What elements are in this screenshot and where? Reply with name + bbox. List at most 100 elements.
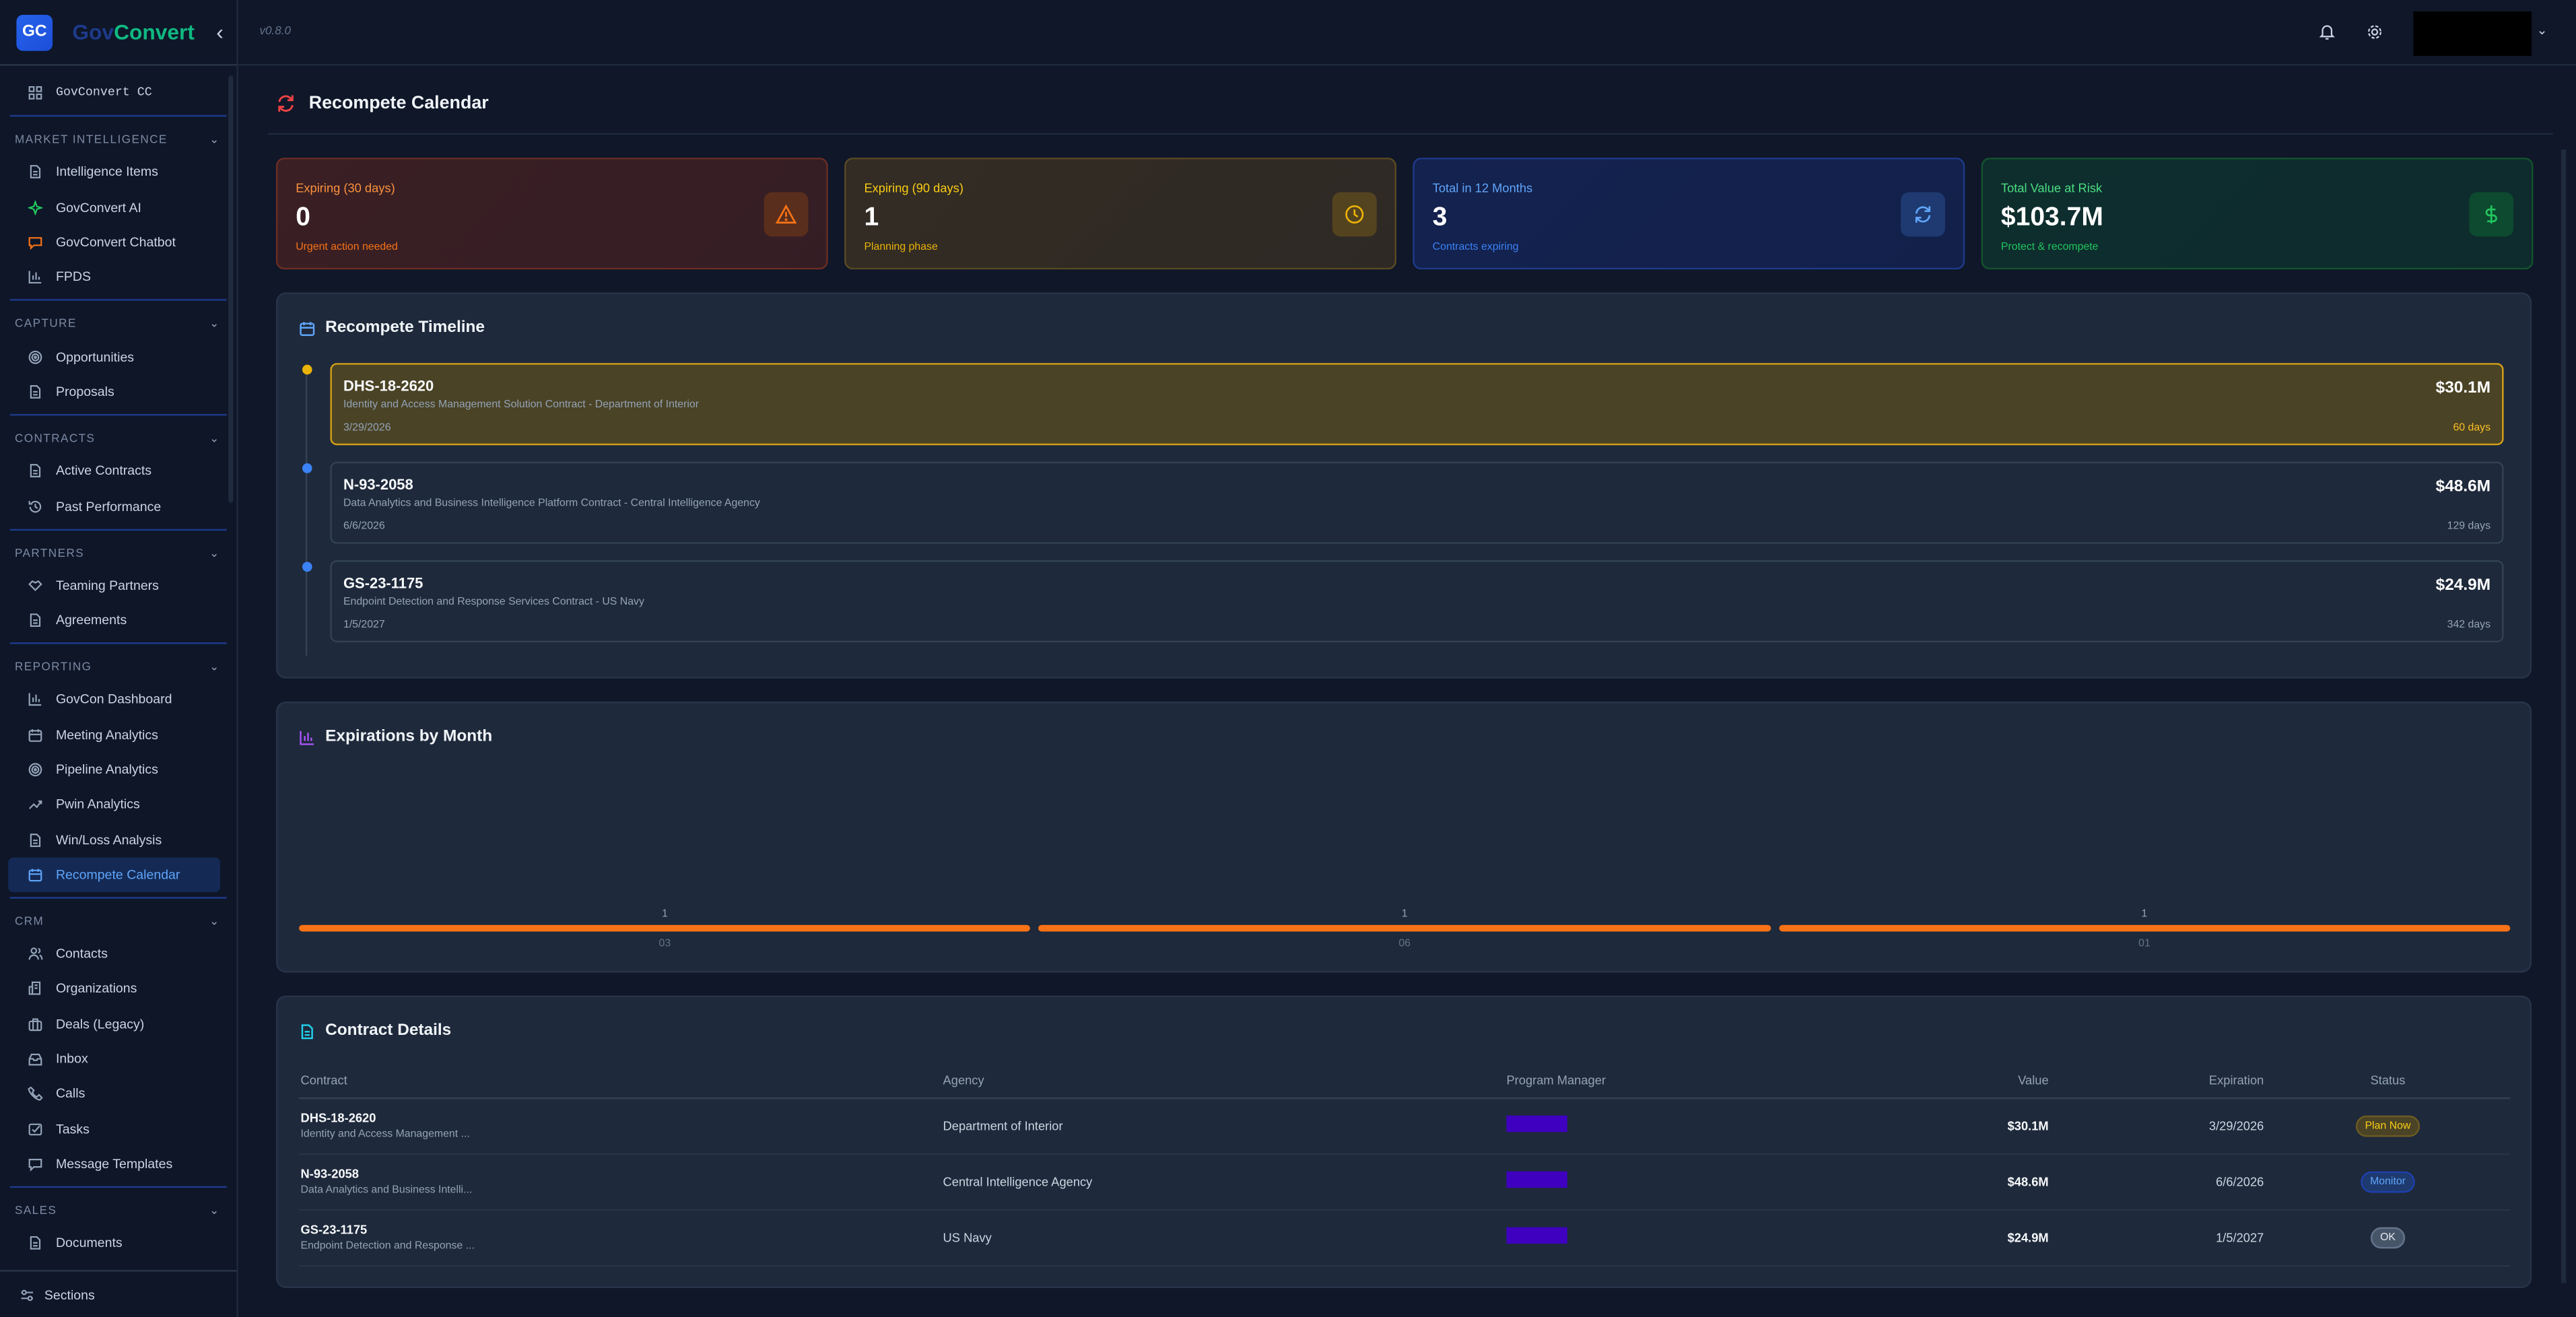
sidebar-item-inbox[interactable]: Inbox	[8, 1042, 220, 1077]
sidebar-item-message-templates[interactable]: Message Templates	[8, 1147, 220, 1182]
stat-card-total-value-at-risk: Total Value at Risk $103.7M Protect & re…	[1981, 158, 2534, 270]
trending-up-icon	[28, 801, 42, 810]
sidebar-item-opportunities[interactable]: Opportunities	[8, 339, 220, 374]
sidebar-item-agreements[interactable]: Agreements	[8, 603, 220, 638]
col-contract[interactable]: Contract	[299, 1062, 942, 1099]
col-status[interactable]: Status	[2265, 1062, 2511, 1099]
logo[interactable]: GC	[16, 13, 53, 50]
contract-description: Endpoint Detection and Response Services…	[343, 596, 644, 608]
col-expiration[interactable]: Expiration	[2050, 1062, 2266, 1099]
days-remaining: 342 days	[2447, 619, 2491, 631]
program-manager-redacted	[1506, 1171, 1567, 1188]
expiration: 1/5/2027	[2050, 1209, 2266, 1267]
sidebar-item-label: Past Performance	[55, 498, 162, 514]
panel-title: Expirations by Month	[299, 728, 492, 746]
sidebar-item-label: Meeting Analytics	[55, 727, 158, 743]
sections-button[interactable]: Sections	[0, 1270, 237, 1317]
table-row[interactable]: GS-23-1175 Endpoint Detection and Respons…	[299, 1209, 2511, 1267]
table-title: Contract Details	[325, 1021, 452, 1040]
sidebar-item-label: Teaming Partners	[55, 578, 159, 593]
sidebar-section-market-intelligence[interactable]: MARKET INTELLIGENCE ⌄	[0, 117, 236, 155]
table-row[interactable]: DHS-18-2620 Identity and Access Managemen…	[299, 1097, 2511, 1155]
sidebar-item-calls[interactable]: Calls	[8, 1077, 220, 1112]
sidebar-item-govcon-dashboard[interactable]: GovCon Dashboard	[8, 682, 220, 717]
sidebar-section-partners[interactable]: PARTNERS ⌄	[0, 530, 236, 568]
sidebar-item-fpds[interactable]: FPDS	[8, 260, 220, 295]
bar-chart-icon	[28, 694, 42, 707]
stat-value: 3	[1432, 203, 1448, 232]
sidebar: GC GovConvert ‹ GovConvert CC MARKET INT…	[0, 0, 238, 1317]
sidebar-item-pipeline-analytics[interactable]: Pipeline Analytics	[8, 752, 220, 787]
sidebar-item-label: GovConvert CC	[55, 86, 152, 100]
contract-id: DHS-18-2620	[300, 1110, 376, 1126]
sidebar-item-govconvert-cc[interactable]: GovConvert CC	[8, 75, 220, 110]
sidebar-item-meeting-analytics[interactable]: Meeting Analytics	[8, 717, 220, 752]
x-tick-label: 01	[2138, 938, 2150, 950]
sidebar-nav: GovConvert CC MARKET INTELLIGENCE ⌄ Intell…	[0, 66, 236, 1261]
sidebar-item-recompete-calendar[interactable]: Recompete Calendar	[8, 857, 220, 893]
timeline-item[interactable]: N-93-2058 Data Analytics and Business In…	[330, 461, 2504, 544]
col-program-manager[interactable]: Program Manager	[1505, 1062, 1916, 1099]
bar[interactable]	[299, 924, 1031, 932]
sidebar-item-tasks[interactable]: Tasks	[8, 1112, 220, 1147]
chevron-down-icon: ⌄	[209, 662, 220, 675]
sidebar-item-pwin-analytics[interactable]: Pwin Analytics	[8, 787, 220, 822]
brand-part1: Gov	[72, 20, 114, 44]
sidebar-item-deals-legacy[interactable]: Deals (Legacy)	[8, 1007, 220, 1042]
sidebar-item-organizations[interactable]: Organizations	[8, 972, 220, 1007]
timeline-item[interactable]: GS-23-1175 Endpoint Detection and Respon…	[330, 560, 2504, 643]
timeline-item[interactable]: DHS-18-2620 Identity and Access Manageme…	[330, 363, 2504, 446]
sidebar-item-documents[interactable]: Documents	[8, 1226, 220, 1261]
sidebar-item-proposals[interactable]: Proposals	[8, 374, 220, 409]
collapse-sidebar-chevron-left-icon[interactable]: ‹	[216, 20, 224, 44]
message-icon	[28, 1158, 42, 1172]
chevron-down-icon: ⌄	[209, 1206, 220, 1218]
contract-id: GS-23-1175	[300, 1222, 368, 1238]
contract-value: $48.6M	[2435, 478, 2491, 496]
sidebar-section-contracts[interactable]: CONTRACTS ⌄	[0, 416, 236, 454]
sidebar-divider	[9, 642, 227, 645]
expiration: 3/29/2026	[2050, 1097, 2266, 1155]
sidebar-item-past-performance[interactable]: Past Performance	[8, 489, 220, 524]
contract-description: Identity and Access Management Solution …	[343, 399, 700, 411]
sidebar-item-win-loss-analysis[interactable]: Win/Loss Analysis	[8, 822, 220, 857]
col-agency[interactable]: Agency	[941, 1062, 1505, 1099]
recompete-timeline-panel: Recompete Timeline DHS-18-2620 Identity …	[275, 292, 2532, 679]
section-title: CRM	[14, 916, 44, 928]
bar[interactable]	[1778, 924, 2511, 932]
col-value[interactable]: Value	[1916, 1062, 2051, 1099]
stat-value: $103.7M	[2000, 203, 2103, 232]
sidebar-section-sales[interactable]: SALES ⌄	[0, 1188, 236, 1225]
handshake-icon	[28, 580, 42, 591]
stat-card-expiring-30-days: Expiring (30 days) 0 Urgent action neede…	[275, 158, 828, 270]
document-icon	[30, 1236, 41, 1250]
sidebar-item-contacts[interactable]: Contacts	[8, 937, 220, 972]
document-icon	[30, 166, 41, 179]
sidebar-item-govconvert-ai[interactable]: GovConvert AI	[8, 190, 220, 225]
sidebar-item-label: Contacts	[55, 946, 108, 961]
value: $30.1M	[1916, 1097, 2051, 1155]
sidebar-section-crm[interactable]: CRM ⌄	[0, 899, 236, 937]
bar-chart-icon	[28, 271, 42, 284]
table-row[interactable]: N-93-2058 Data Analytics and Business Int…	[299, 1153, 2511, 1211]
top-bar: v0.8.0 ⌄	[238, 0, 2576, 66]
sidebar-item-intelligence-items[interactable]: Intelligence Items	[8, 155, 220, 190]
sidebar-item-govconvert-chatbot[interactable]: GovConvert Chatbot	[8, 225, 220, 260]
sidebar-item-active-contracts[interactable]: Active Contracts	[8, 454, 220, 489]
bell-icon[interactable]	[2318, 23, 2336, 41]
expiration-date: 6/6/2026	[343, 520, 385, 533]
sidebar-divider	[9, 1186, 227, 1188]
gear-icon[interactable]	[2366, 23, 2384, 41]
user-menu-chevron-down-icon[interactable]: ⌄	[2536, 23, 2548, 38]
briefcase-icon	[28, 1018, 42, 1031]
sidebar-scrollbar[interactable]	[228, 75, 234, 503]
phone-icon	[28, 1087, 43, 1102]
user-avatar[interactable]	[2413, 11, 2532, 56]
sidebar-item-teaming-partners[interactable]: Teaming Partners	[8, 568, 220, 603]
sidebar-section-reporting[interactable]: REPORTING ⌄	[0, 644, 236, 682]
sidebar-section-capture[interactable]: CAPTURE ⌄	[0, 302, 236, 339]
bar[interactable]	[1038, 924, 1771, 932]
stat-label: Total in 12 Months	[1432, 180, 1533, 196]
main-scrollbar[interactable]	[2561, 149, 2567, 1283]
